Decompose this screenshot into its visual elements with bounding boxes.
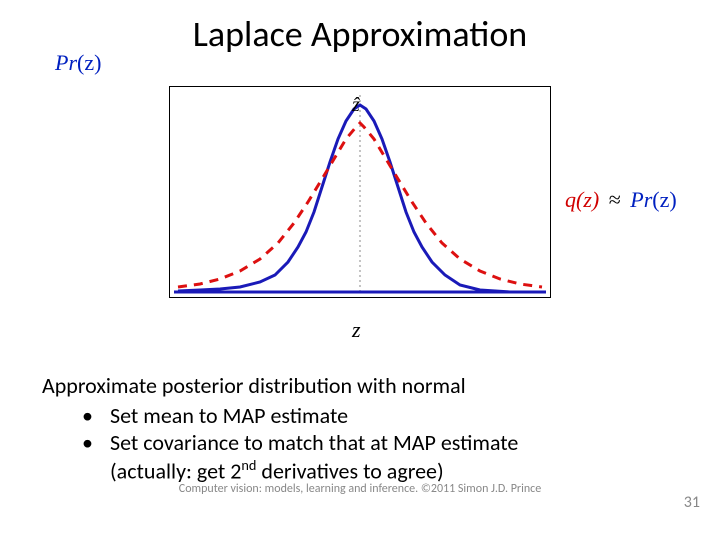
formula-arg: (z) bbox=[77, 50, 101, 75]
page-number: 31 bbox=[684, 493, 700, 512]
posterior-curve bbox=[178, 105, 542, 292]
formula-approx-sign: ≈ bbox=[605, 187, 625, 212]
bullet-2-cont: (actually: get 2nd derivatives to agree) bbox=[110, 457, 672, 485]
formula-qz: q(z) bbox=[565, 187, 599, 212]
footer-text: Computer vision: models, learning and in… bbox=[0, 482, 720, 496]
bullet-1: Set mean to MAP estimate bbox=[82, 402, 672, 430]
chart-container bbox=[169, 86, 551, 298]
formula-approx: q(z) ≈ Pr(z) bbox=[565, 187, 677, 213]
formula-pr-z: Pr(z) bbox=[55, 50, 101, 76]
slide-title: Laplace Approximation bbox=[0, 12, 720, 56]
formula-rhs-prefix: Pr bbox=[630, 187, 652, 212]
x-axis-label: z bbox=[352, 317, 361, 343]
cont-sup: nd bbox=[241, 456, 256, 474]
peak-label: ẑ bbox=[352, 94, 360, 117]
cont-a: (actually: get 2 bbox=[110, 457, 241, 484]
formula-rhs-arg: (z) bbox=[652, 187, 676, 212]
body-text: Approximate posterior distribution with … bbox=[42, 372, 672, 484]
bullet-2: Set covariance to match that at MAP esti… bbox=[82, 429, 672, 457]
formula-prefix: Pr bbox=[55, 50, 77, 75]
cont-b: derivatives to agree) bbox=[256, 457, 443, 484]
chart-svg bbox=[170, 87, 550, 297]
body-intro: Approximate posterior distribution with … bbox=[42, 372, 672, 400]
